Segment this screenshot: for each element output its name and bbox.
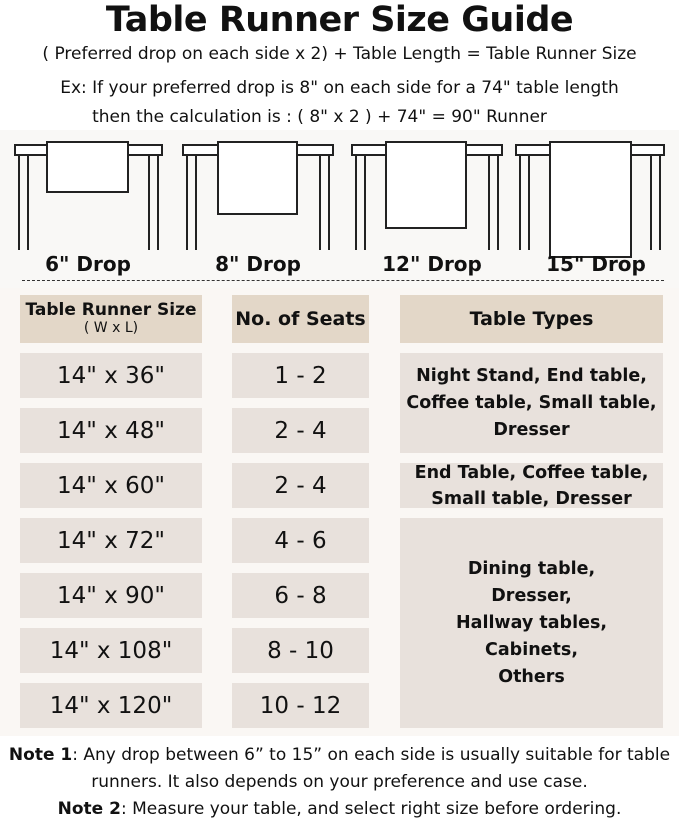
seats-cell: 6 - 8 (232, 573, 369, 618)
types-cell-2: End Table, Coffee table, Small table, Dr… (400, 463, 663, 509)
note-1-label: Note 1 (8, 745, 73, 765)
seats-cell: 8 - 10 (232, 628, 369, 673)
seats-cell: 4 - 6 (232, 518, 369, 563)
size-cell: 14" x 72" (20, 518, 202, 563)
size-cell: 14" x 108" (20, 628, 202, 673)
drop-label-12: 12" Drop (382, 252, 482, 276)
seats-cell: 10 - 12 (232, 683, 369, 728)
header-types: Table Types (400, 295, 663, 343)
page-title: Table Runner Size Guide (105, 0, 574, 40)
header-seats: No. of Seats (232, 295, 369, 343)
example-line-1: Ex: If your preferred drop is 8" on each… (60, 78, 619, 98)
drop-label-6: 6" Drop (45, 252, 131, 276)
seats-cell: 2 - 4 (232, 408, 369, 453)
types-cell-1: Night Stand, End table, Coffee table, Sm… (400, 353, 663, 453)
drop-label-8: 8" Drop (215, 252, 301, 276)
runner-drop (385, 141, 467, 229)
size-table: Table Runner Size ( W x L) No. of Seats … (0, 288, 679, 736)
runner-drop (549, 141, 632, 258)
size-cell: 14" x 60" (20, 463, 202, 508)
note-2-label: Note 2 (57, 799, 121, 819)
header-size-sub: ( W x L) (83, 320, 139, 336)
note-2-text: : Measure your table, and select right s… (120, 799, 622, 819)
formula-text: ( Preferred drop on each side x 2) + Tab… (42, 44, 637, 64)
seats-cell: 2 - 4 (232, 463, 369, 508)
runner-drop (46, 141, 129, 193)
size-cell: 14" x 48" (20, 408, 202, 453)
size-cell: 14" x 90" (20, 573, 202, 618)
example-line-2: then the calculation is : ( 8" x 2 ) + 7… (92, 107, 547, 127)
runner-drop (217, 141, 298, 215)
size-cell: 14" x 36" (20, 353, 202, 398)
drop-illustrations (0, 130, 679, 290)
header-size-label: Table Runner Size (25, 300, 197, 320)
note-1: Note 1: Any drop between 6” to 15” on ea… (0, 742, 679, 796)
note-1-text: : Any drop between 6” to 15” on each sid… (72, 745, 671, 792)
types-cell-3: Dining table, Dresser, Hallway tables, C… (400, 518, 663, 728)
divider (22, 280, 664, 281)
notes: Note 1: Any drop between 6” to 15” on ea… (0, 742, 679, 823)
drop-label-15: 15" Drop (546, 252, 646, 276)
size-cell: 14" x 120" (20, 683, 202, 728)
table-drawings (14, 141, 665, 258)
seats-cell: 1 - 2 (232, 353, 369, 398)
note-2: Note 2: Measure your table, and select r… (0, 796, 679, 823)
header-size: Table Runner Size ( W x L) (20, 295, 202, 343)
